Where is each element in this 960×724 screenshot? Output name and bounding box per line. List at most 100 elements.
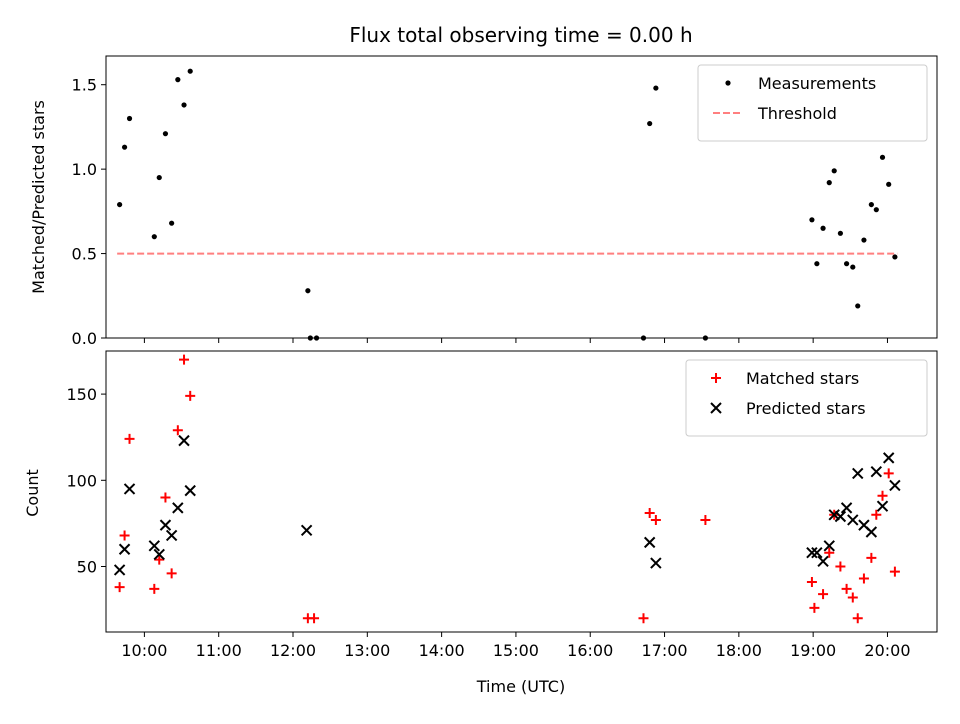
data-point [847, 514, 859, 526]
legend-entry: Threshold [757, 104, 837, 123]
data-point [809, 602, 820, 613]
panel-1: 0.0 0.5 1.0 1.5 Measurements Threshold [72, 55, 938, 348]
data-point [868, 201, 874, 208]
data-point [650, 514, 661, 525]
data-point [809, 217, 815, 223]
data-point [179, 354, 190, 365]
data-point [835, 561, 846, 572]
panel-1-legend: Measurements Threshold [697, 64, 928, 142]
data-point [831, 168, 837, 174]
data-point [873, 207, 879, 213]
x-axis-label: Time (UTC) [476, 677, 565, 696]
data-point [653, 85, 659, 91]
data-point [877, 490, 888, 501]
data-point [162, 131, 169, 137]
data-point [172, 425, 183, 436]
data-point [169, 220, 175, 226]
data-point [811, 546, 823, 559]
data-point [165, 529, 178, 542]
panel-2-legend: Matched stars Predicted stars [685, 359, 928, 437]
data-point [837, 230, 844, 236]
data-point [149, 583, 160, 594]
data-point [184, 484, 196, 497]
top-panel-y-axis-label: Matched/Predicted stars [29, 100, 48, 294]
legend-entry: Predicted stars [746, 399, 866, 418]
legend-entry: Matched stars [746, 369, 859, 388]
x-tick-label: 11:00 [196, 641, 242, 660]
series-measurements [117, 68, 898, 341]
data-point [871, 509, 882, 520]
y-tick-label: 0.5 [72, 245, 97, 264]
data-point [309, 613, 320, 624]
data-point [126, 115, 133, 122]
data-point [114, 582, 125, 593]
data-point [187, 68, 193, 74]
data-point [153, 548, 165, 561]
x-tick-label: 15:00 [493, 641, 539, 660]
data-point [647, 120, 653, 127]
data-point [847, 592, 858, 603]
data-point [305, 288, 311, 294]
data-point [113, 564, 126, 576]
data-point [818, 589, 829, 600]
legend-entry: Measurements [758, 74, 876, 93]
x-tick-label: 10:00 [121, 641, 167, 660]
data-point [117, 201, 123, 208]
data-point [865, 526, 878, 538]
data-point [840, 502, 853, 514]
data-point [855, 303, 861, 309]
data-point [154, 554, 165, 565]
data-point [817, 555, 829, 568]
legend-marker [725, 80, 731, 86]
data-point [889, 566, 900, 577]
legend-box [697, 64, 928, 142]
data-point [814, 261, 820, 267]
legend-box [685, 359, 928, 437]
data-point [834, 510, 847, 523]
data-point [644, 508, 655, 519]
x-tick-label: 19:00 [790, 641, 836, 660]
data-point [702, 335, 709, 341]
data-point [307, 335, 313, 341]
y-tick-label: 100 [66, 471, 97, 490]
data-point [870, 465, 883, 478]
bottom-panel-y-axis-label: Count [23, 469, 42, 517]
x-tick-label: 17:00 [641, 641, 687, 660]
data-point [850, 264, 856, 270]
data-point [640, 335, 647, 341]
data-point [824, 547, 835, 558]
data-point [889, 479, 901, 492]
data-point [178, 434, 190, 447]
data-point [883, 468, 894, 479]
data-point [121, 144, 128, 150]
series-matched-stars [114, 354, 900, 624]
data-point [118, 543, 131, 555]
data-point [879, 154, 886, 160]
y-tick-label: 50 [77, 557, 97, 576]
data-point [841, 583, 852, 594]
data-point [175, 77, 181, 83]
y-tick-label: 150 [66, 385, 97, 404]
data-point [886, 181, 892, 187]
data-point [882, 452, 895, 464]
plot-layer: 0.0 0.5 1.0 1.5 Measurements Threshold 50 100 15… [66, 55, 938, 660]
data-point [806, 577, 817, 588]
x-tick-label: 12:00 [270, 641, 316, 660]
data-point [124, 433, 135, 444]
x-tick-label: 20:00 [864, 641, 910, 660]
data-point [148, 540, 161, 552]
data-point [892, 254, 898, 260]
x-tick-label: 14:00 [419, 641, 465, 660]
y-tick-label: 0.0 [72, 329, 97, 348]
panel-2: 50 100 150 10:00 11:00 12:00 13:00 14:00 15:00 16… [66, 350, 938, 660]
data-point [826, 180, 832, 186]
data-point [313, 335, 320, 341]
data-point [185, 390, 196, 401]
x-tick-label: 16:00 [567, 641, 613, 660]
x-tick-label: 18:00 [716, 641, 762, 660]
data-point [181, 102, 187, 108]
panel-2-frame [105, 350, 938, 633]
data-point [806, 546, 818, 559]
data-point [650, 557, 662, 569]
data-point [300, 524, 313, 536]
